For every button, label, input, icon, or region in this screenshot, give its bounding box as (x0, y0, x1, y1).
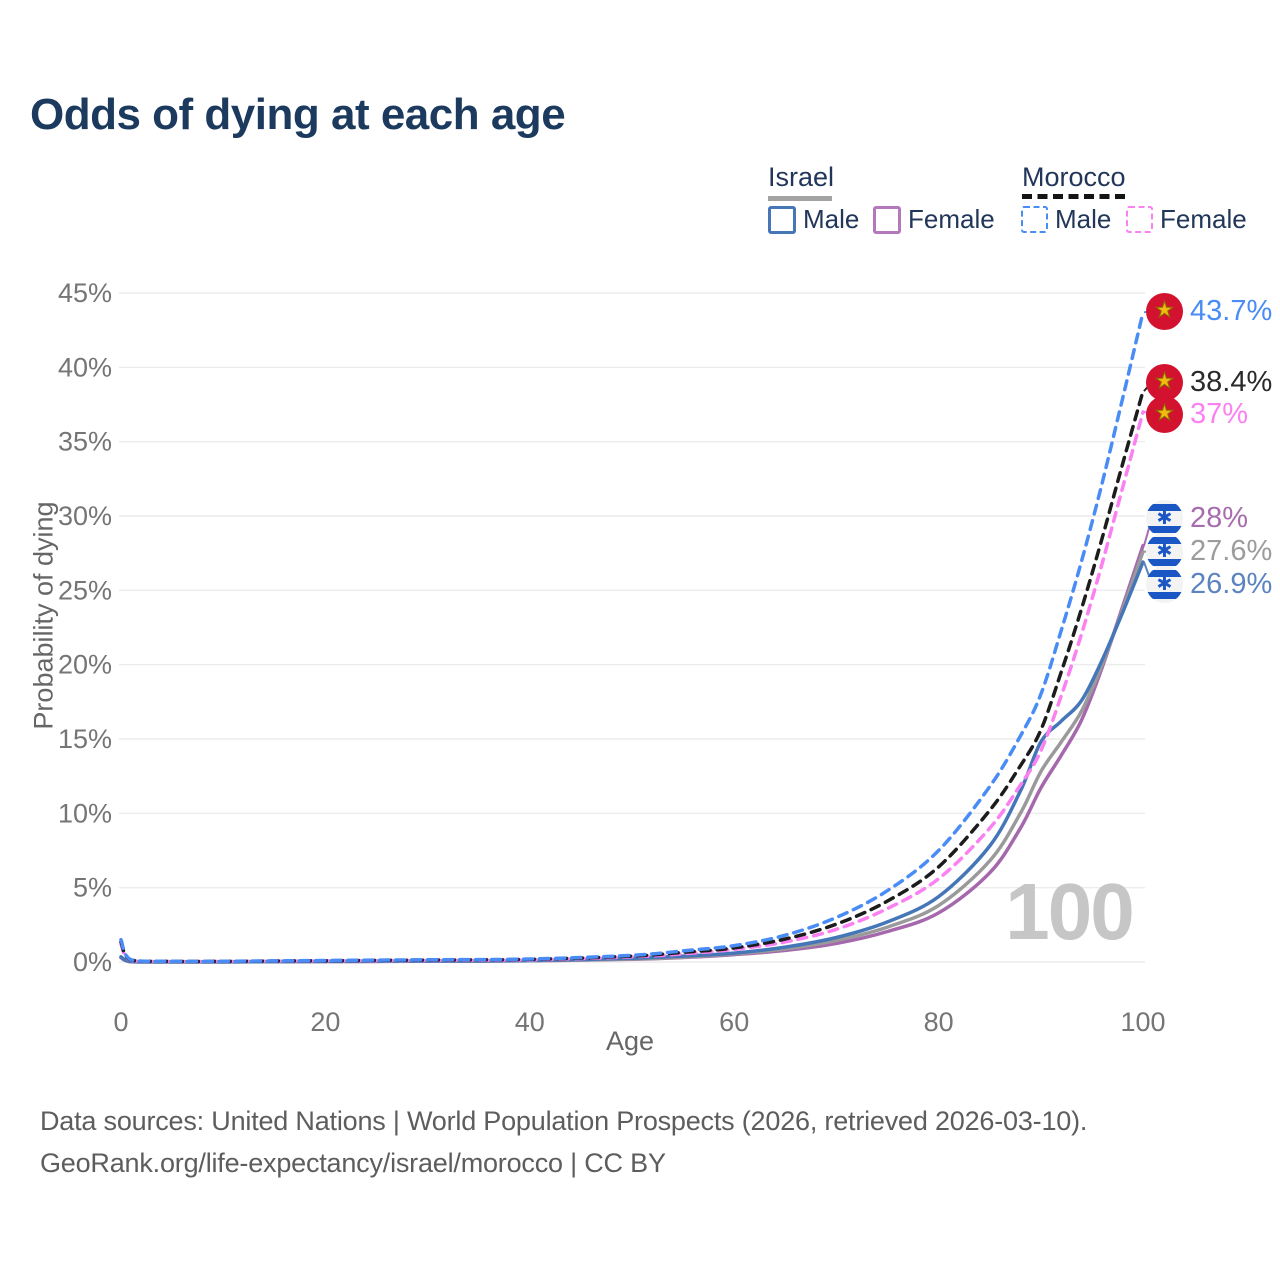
morocco-male-swatch-icon (1021, 206, 1048, 233)
y-tick-label: 15% (58, 724, 112, 754)
legend-header-morocco: Morocco (1022, 162, 1126, 192)
morocco-dashed-line-key (1022, 194, 1125, 199)
y-tick-label: 30% (58, 501, 112, 531)
end-label-israel-male: ✱ 26.9% (1146, 565, 1272, 603)
legend-label: Female (908, 204, 995, 234)
x-tick-label: 0 (113, 1007, 128, 1037)
y-tick-label: 25% (58, 575, 112, 605)
series-line-morocco-female (119, 410, 1145, 964)
series-line-israel-male (119, 560, 1145, 964)
y-axis-title: Probability of dying (28, 501, 59, 730)
legend-item-morocco-female: Female (1126, 204, 1247, 235)
end-label-israel-both: ✱ 27.6% (1146, 532, 1272, 570)
series-line-morocco-both-sexes (119, 389, 1145, 964)
series-line-israel-female (119, 543, 1145, 964)
x-tick-label: 80 (924, 1007, 954, 1037)
end-label-value: 37% (1190, 397, 1249, 430)
end-label-morocco-female: ★ 37% (1146, 395, 1248, 433)
morocco-flag-icon: ★ (1146, 292, 1183, 330)
legend-item-israel-male: Male (768, 204, 859, 235)
legend-item-morocco-male: Male (1021, 204, 1111, 235)
x-axis-title: Age (605, 1026, 655, 1056)
morocco-flag-icon: ★ (1146, 363, 1183, 401)
israel-flag-icon: ✱ (1146, 532, 1183, 570)
y-tick-label: 0% (73, 947, 112, 977)
y-tick-label: 20% (58, 650, 112, 680)
y-tick-label: 40% (58, 352, 112, 382)
age-counter-watermark: 100 (1005, 867, 1134, 956)
legend-label: Male (803, 204, 860, 234)
legend-header-israel: Israel (768, 162, 835, 192)
end-label-value: 43.7% (1190, 294, 1273, 327)
morocco-flag-icon: ★ (1146, 395, 1183, 433)
end-label-israel-female: ✱ 28% (1146, 499, 1248, 537)
x-tick-label: 20 (310, 1007, 340, 1037)
end-label-value: 38.4% (1190, 365, 1273, 398)
end-label-value: 28% (1190, 501, 1249, 534)
morocco-female-swatch-icon (1126, 206, 1153, 233)
legend-label: Female (1160, 204, 1247, 234)
x-tick-label: 40 (515, 1007, 545, 1037)
y-tick-label: 35% (58, 427, 112, 457)
israel-female-swatch-icon (873, 205, 901, 234)
end-label-morocco-male: ★ 43.7% (1146, 292, 1272, 330)
end-label-value: 26.9% (1190, 567, 1273, 600)
y-tick-label: 5% (73, 873, 112, 903)
series-line-israel-both-sexes (119, 549, 1145, 964)
end-label-value: 27.6% (1190, 534, 1273, 567)
legend-item-israel-female: Female (873, 204, 995, 235)
attribution-line: GeoRank.org/life-expectancy/israel/moroc… (40, 1148, 666, 1178)
data-source-line: Data sources: United Nations | World Pop… (40, 1106, 1088, 1136)
series-line-morocco-male (119, 310, 1145, 964)
israel-solid-line-key (768, 196, 832, 201)
page-title: Odds of dying at each age (30, 90, 566, 139)
y-tick-label: 45% (58, 278, 112, 308)
israel-flag-icon: ✱ (1146, 499, 1183, 537)
end-label-morocco-both: ★ 38.4% (1146, 363, 1272, 401)
y-tick-label: 10% (58, 798, 112, 828)
israel-flag-icon: ✱ (1146, 565, 1183, 603)
israel-male-swatch-icon (768, 205, 796, 234)
legend-label: Male (1055, 204, 1112, 234)
x-tick-label: 100 (1120, 1007, 1165, 1037)
x-tick-label: 60 (719, 1007, 749, 1037)
